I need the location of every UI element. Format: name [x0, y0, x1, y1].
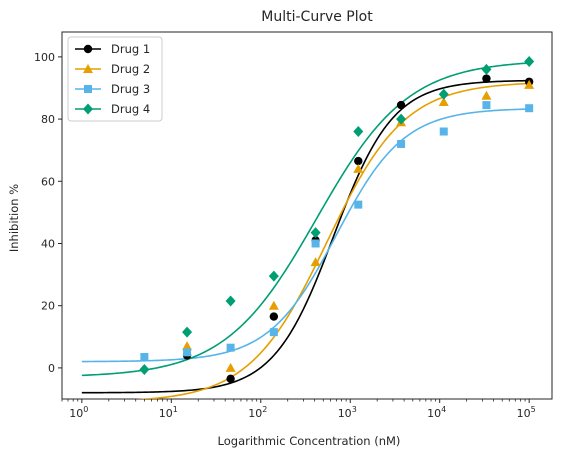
data-point-series-3	[482, 101, 491, 110]
legend-box	[67, 36, 163, 122]
data-point-series-3	[140, 353, 149, 362]
data-point-series-3	[397, 139, 406, 148]
data-point-series-4	[481, 63, 492, 75]
legend-marker	[84, 85, 92, 93]
data-point-series-2	[481, 90, 492, 100]
data-point-series-4	[268, 270, 279, 282]
data-point-series-1	[354, 156, 363, 166]
x-tick-exponent: 5	[531, 405, 536, 414]
y-tick-label: 0	[48, 362, 55, 375]
data-point-series-2	[353, 163, 364, 173]
x-axis-label: Logarithmic Concentration (nM)	[218, 434, 401, 448]
data-point-series-3	[183, 348, 192, 357]
legend-label: Drug 1	[111, 42, 150, 56]
data-point-series-4	[524, 56, 535, 68]
data-point-series-2	[438, 96, 449, 106]
data-point-series-1	[396, 100, 406, 110]
x-tick-exponent: 4	[441, 405, 446, 414]
y-axis-ticks: 0 20 40 60 80 100	[34, 51, 62, 375]
x-tick-exponent: 0	[83, 405, 88, 414]
fit-curve-1	[81, 79, 530, 394]
y-tick-label: 40	[41, 237, 55, 250]
fit-curve-4	[81, 62, 530, 377]
y-tick-label: 20	[41, 300, 55, 313]
y-tick-label: 80	[41, 113, 55, 126]
data-point-series-4	[353, 126, 364, 138]
data-points	[139, 56, 535, 383]
data-point-series-3	[226, 343, 235, 352]
fit-curve-3	[81, 108, 530, 363]
legend-marker	[83, 103, 93, 115]
data-point-series-3	[269, 328, 278, 337]
data-point-series-4	[225, 295, 236, 307]
x-tick-label: 105	[517, 405, 536, 420]
legend-label: Drug 2	[111, 62, 150, 76]
legend-label: Drug 3	[111, 82, 150, 96]
x-tick-label: 104	[427, 405, 446, 420]
legend-marker	[83, 44, 93, 54]
x-tick-exponent: 2	[262, 405, 267, 414]
data-point-series-4	[310, 227, 321, 239]
data-point-series-2	[310, 257, 321, 267]
x-tick-exponent: 1	[173, 405, 178, 414]
y-tick-label: 100	[34, 51, 55, 64]
data-point-series-4	[182, 326, 193, 338]
y-tick-label: 60	[41, 175, 55, 188]
x-tick-label: 100	[69, 405, 88, 420]
x-tick-exponent: 3	[352, 405, 357, 414]
x-tick-label: 101	[159, 405, 178, 420]
legend-marker	[83, 64, 93, 73]
x-tick-label: 103	[338, 405, 357, 420]
plot-area	[61, 31, 553, 400]
plot-frame	[61, 31, 553, 400]
data-point-series-3	[525, 104, 534, 113]
data-point-series-2	[182, 341, 193, 351]
legend-label: Drug 4	[111, 102, 150, 116]
data-point-series-1	[482, 74, 491, 83]
fit-curves	[81, 62, 530, 399]
legend: Drug 1 Drug 2 Drug 3 Drug 4	[67, 36, 163, 122]
data-point-series-3	[354, 200, 363, 209]
data-point-series-4	[396, 113, 407, 125]
data-point-series-3	[439, 127, 448, 136]
data-point-series-3	[311, 239, 320, 248]
fit-curve-2	[135, 82, 530, 399]
data-point-series-1	[269, 312, 279, 321]
data-point-series-1	[226, 374, 235, 383]
x-axis-ticks: 100 101 102 103 104 105	[61, 399, 536, 420]
data-point-series-4	[139, 363, 150, 375]
y-axis-label: Inhibition %	[7, 184, 21, 252]
x-tick-label: 102	[248, 405, 267, 420]
chart-title: Multi-Curve Plot	[261, 9, 373, 25]
data-point-series-2	[524, 79, 535, 89]
data-point-series-2	[268, 300, 279, 310]
data-point-series-2	[225, 362, 236, 372]
data-point-series-4	[438, 88, 449, 100]
